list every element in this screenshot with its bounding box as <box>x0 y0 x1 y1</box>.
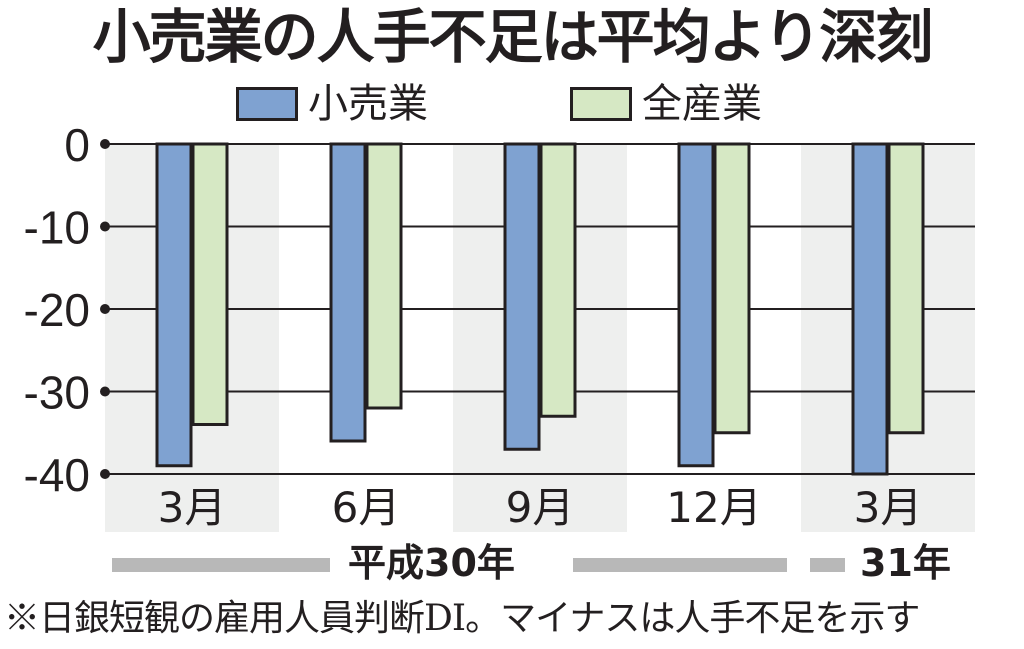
y-tick-label: -20 <box>24 284 90 336</box>
chart-title: 小売業の人手不足は平均より深刻 <box>92 3 934 71</box>
era-divider-bar <box>573 558 787 572</box>
x-category-label: 9月 <box>506 483 575 532</box>
era-label-heisei31: 31年 <box>860 541 951 585</box>
legend-swatch-all-industries <box>570 87 632 121</box>
legend-label-all-industries: 全産業 <box>642 81 762 127</box>
footnote: ※日銀短観の雇用人員判断DI。マイナスは人手不足を示す <box>4 598 920 639</box>
bar-all-industries <box>191 142 229 426</box>
bar-retail <box>155 142 193 468</box>
tick-dot <box>100 221 110 232</box>
x-category-label: 3月 <box>854 483 923 532</box>
bar-retail <box>677 142 715 468</box>
legend-label-retail: 小売業 <box>308 81 428 127</box>
bar-all-industries <box>365 142 403 410</box>
tick-dot <box>100 304 110 314</box>
era-divider-bar <box>810 558 845 572</box>
era-divider-bar <box>112 558 330 572</box>
legend-item-retail: 小売業 <box>236 80 428 128</box>
y-tick-label: -30 <box>24 367 90 419</box>
tick-dot <box>100 139 110 149</box>
bar-chart: 0 -10 -20 -30 -40 3月 6月 9月 12月 3月 <box>24 119 975 572</box>
legend-swatch-retail <box>236 87 298 121</box>
y-tick-label: 0 <box>64 119 90 171</box>
x-category-label: 6月 <box>332 483 401 532</box>
x-category-label: 3月 <box>158 483 227 532</box>
x-category-label: 12月 <box>666 483 761 532</box>
tick-dot <box>100 386 110 397</box>
bar-retail <box>851 142 889 476</box>
tick-dot <box>100 469 110 479</box>
bar-all-industries <box>713 142 751 435</box>
bar-retail <box>503 142 541 451</box>
bar-retail <box>329 142 367 443</box>
y-tick-label: -10 <box>24 202 90 254</box>
era-label-heisei30: 平成30年 <box>348 541 515 585</box>
y-tick-label: -40 <box>24 449 90 501</box>
bar-all-industries <box>887 142 925 435</box>
legend-item-all-industries: 全産業 <box>570 80 762 128</box>
legend: 小売業 全産業 <box>0 80 1024 130</box>
bar-all-industries <box>539 142 577 418</box>
